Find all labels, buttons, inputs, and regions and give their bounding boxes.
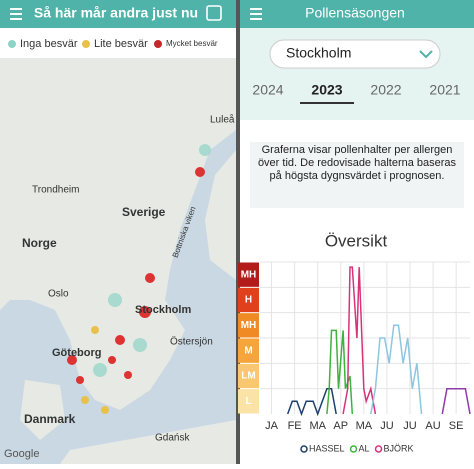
level-box bbox=[238, 389, 259, 414]
map-label: Luleå bbox=[210, 114, 235, 126]
legend-marker bbox=[300, 445, 308, 453]
legend-dot bbox=[154, 40, 162, 48]
x-tick-label: JA bbox=[265, 420, 279, 432]
tab-underline bbox=[300, 102, 354, 104]
report-dot bbox=[101, 406, 109, 414]
y-tick-label: H bbox=[245, 295, 252, 306]
report-dot bbox=[81, 396, 89, 404]
legend-marker bbox=[374, 445, 383, 453]
legend-text: Mycket besvär bbox=[166, 39, 218, 48]
y-tick-label: LM bbox=[241, 371, 255, 382]
legend-label: BJÖRK bbox=[384, 443, 414, 453]
map-label: Stockholm bbox=[135, 304, 191, 316]
mainland bbox=[60, 420, 236, 464]
legend-dot bbox=[8, 40, 16, 48]
x-tick-label: FE bbox=[288, 420, 302, 432]
legend-dot bbox=[82, 40, 90, 48]
legend-bar bbox=[0, 28, 236, 58]
map-label: Google bbox=[4, 448, 39, 460]
x-tick-label: JU bbox=[380, 420, 394, 432]
denmark bbox=[20, 380, 65, 440]
city-text: Stockholm bbox=[286, 45, 351, 61]
map-label: Danmark bbox=[24, 412, 76, 426]
year-tabs: 2024 2023 2022 2021 bbox=[252, 82, 460, 98]
legend-label: AL bbox=[359, 443, 370, 453]
right-title: Pollensäsongen bbox=[305, 5, 405, 21]
x-tick-label: SE bbox=[449, 420, 464, 432]
level-box bbox=[238, 313, 259, 338]
map-label: Östersjön bbox=[170, 336, 213, 348]
report-dot bbox=[108, 356, 116, 364]
map-label: Oslo bbox=[48, 289, 69, 300]
year-tab[interactable]: 2024 bbox=[252, 82, 283, 98]
chevron bbox=[419, 50, 433, 59]
x-tick-label: AP bbox=[333, 420, 348, 432]
y-tick-label: MH bbox=[241, 269, 257, 280]
series-line bbox=[342, 266, 377, 415]
finland bbox=[205, 150, 236, 280]
left-header bbox=[0, 0, 236, 28]
map-label: Norge bbox=[22, 236, 57, 250]
y-tick-label: M bbox=[244, 345, 252, 356]
report-dot bbox=[108, 293, 122, 307]
report-dot bbox=[133, 338, 147, 352]
map-label: Gdańsk bbox=[155, 433, 190, 444]
legend-marker bbox=[349, 445, 358, 453]
right-header bbox=[240, 0, 474, 28]
map-label: Göteborg bbox=[52, 347, 102, 359]
year-tab[interactable]: 2022 bbox=[370, 82, 401, 98]
report-dot bbox=[115, 335, 125, 345]
level-box bbox=[238, 363, 259, 389]
report-dot bbox=[124, 371, 132, 379]
info-box bbox=[250, 142, 464, 208]
x-tick-label: AU bbox=[425, 420, 440, 432]
report-dot bbox=[195, 167, 205, 177]
report-dot bbox=[139, 306, 151, 318]
chart-title: Översikt bbox=[325, 231, 388, 250]
level-box bbox=[238, 338, 259, 363]
menu-icon[interactable] bbox=[10, 8, 22, 20]
report-dot bbox=[93, 363, 107, 377]
scandinavia bbox=[0, 58, 236, 410]
series-line bbox=[286, 387, 337, 417]
city-select[interactable] bbox=[269, 39, 441, 69]
report-dot bbox=[145, 273, 155, 283]
y-tick-label: MH bbox=[241, 320, 257, 331]
map-label: Sverige bbox=[122, 205, 166, 219]
x-tick-label: MA bbox=[309, 420, 326, 432]
legend-text: Inga besvär bbox=[20, 38, 78, 50]
left-title: Så här mår andra just nu bbox=[34, 5, 198, 21]
map-label: Trondheim bbox=[32, 185, 79, 196]
y-tick-label: L bbox=[245, 396, 251, 407]
report-dot bbox=[91, 326, 99, 334]
series-line bbox=[441, 387, 471, 415]
report-dot bbox=[76, 376, 84, 384]
x-tick-label: MA bbox=[356, 420, 373, 432]
series-line bbox=[370, 324, 423, 415]
menu-icon[interactable] bbox=[250, 8, 262, 20]
year-tab[interactable]: 2021 bbox=[429, 82, 460, 98]
level-box bbox=[238, 287, 259, 313]
x-tick-label: JU bbox=[403, 420, 417, 432]
legend-label: HASSEL bbox=[309, 443, 345, 453]
level-box bbox=[238, 262, 259, 287]
legend-text: Lite besvär bbox=[94, 38, 148, 50]
chart: L LM M MH H MH JA FE MA AP MA JU JU AU SE HASSEL AL BJÖRK bbox=[238, 261, 471, 453]
divider bbox=[236, 0, 240, 464]
report-dot bbox=[199, 144, 211, 156]
info: Graferna visar pollenhalter per allergen… bbox=[257, 144, 457, 182]
year-tab[interactable]: 2023 bbox=[311, 82, 342, 98]
report-dot bbox=[67, 355, 77, 365]
calendar-icon[interactable] bbox=[206, 5, 222, 21]
info-text: Graferna visar pollenhalter per allergen… bbox=[257, 144, 457, 182]
reports bbox=[67, 144, 211, 414]
